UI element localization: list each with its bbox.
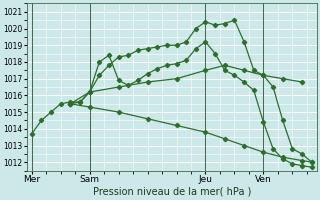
X-axis label: Pression niveau de la mer( hPa ): Pression niveau de la mer( hPa ) — [92, 187, 251, 197]
